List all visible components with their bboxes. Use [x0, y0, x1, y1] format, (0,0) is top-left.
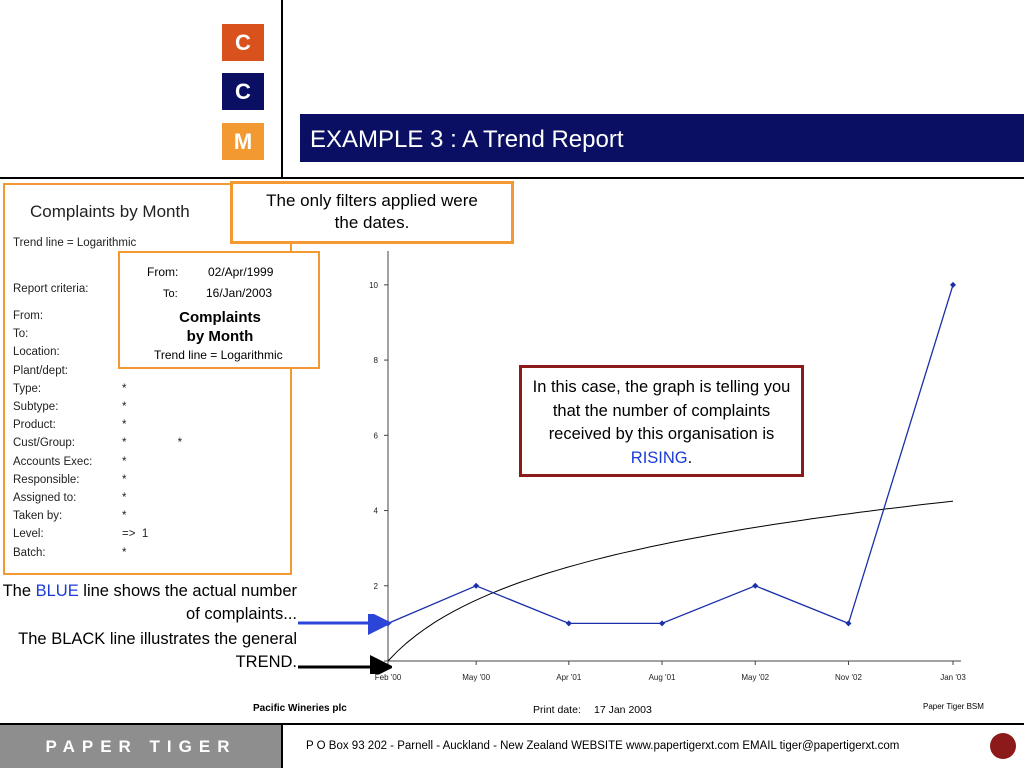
data-point	[950, 281, 956, 288]
data-point	[565, 620, 572, 627]
report-row-value: *	[122, 401, 127, 413]
blue-note-prefix: The	[2, 582, 36, 600]
rising-callout: In this case, the graph is telling you t…	[519, 365, 804, 477]
report-row-value: *	[122, 473, 127, 486]
report-row-label: Type:	[13, 382, 42, 395]
chart-brand: Paper Tiger BSM	[923, 702, 984, 711]
report-panel: Complaints by Month Trend line = Logarit…	[3, 183, 292, 575]
y-tick-label: 2	[374, 582, 379, 591]
rising-callout-suffix: .	[687, 448, 693, 467]
data-point	[752, 582, 759, 589]
x-tick-label: May '02	[741, 673, 769, 682]
report-row-value: *	[122, 455, 127, 468]
filters-callout-line2: the dates.	[334, 213, 410, 232]
filters-callout-line1: The only filters applied were	[266, 191, 478, 210]
x-tick-label: Nov '02	[835, 673, 862, 682]
data-point	[845, 620, 852, 627]
blue-note-suffix: line shows the actual number of complain…	[78, 582, 297, 623]
x-tick-label: Apr '01	[556, 673, 582, 682]
rising-callout-text: In this case, the graph is telling you t…	[532, 378, 791, 443]
header-divider-vertical	[281, 0, 283, 178]
blue-line-note: The BLUE line shows the actual number of…	[0, 580, 297, 626]
footer-contact: P O Box 93 202 - Parnell - Auckland - Ne…	[306, 740, 900, 752]
logo-letter-c-orange: C	[222, 24, 264, 61]
criteria-to-label: To:	[163, 288, 178, 300]
criteria-to-value: 16/Jan/2003	[206, 286, 273, 300]
black-line-note: The BLACK line illustrates the general T…	[18, 630, 297, 671]
report-row-value: *	[122, 382, 127, 395]
report-row-label: Batch:	[13, 546, 46, 559]
x-tick-label: Jan '03	[940, 673, 966, 682]
x-tick-label: Aug '01	[649, 673, 676, 682]
x-tick-label: Feb '00	[375, 673, 402, 682]
report-title: Complaints by Month	[30, 202, 190, 221]
report-row-value: *	[122, 492, 127, 504]
report-row-label: Plant/dept:	[13, 364, 68, 377]
criteria-box: From: 02/Apr/1999 To: 16/Jan/2003 Compla…	[118, 251, 320, 369]
report-row-label: Subtype:	[13, 401, 59, 413]
report-row-value: *	[122, 510, 127, 523]
rising-word: RISING	[630, 448, 688, 467]
report-row-value: *	[122, 546, 127, 559]
report-row-label: Location:	[13, 346, 60, 359]
report-row-label: Taken by:	[13, 510, 63, 523]
criteria-trend-line: Trend line = Logarithmic	[154, 348, 283, 362]
data-point	[659, 620, 666, 627]
logo-letter-c-navy: C	[222, 73, 264, 110]
footer-divider	[0, 723, 1024, 725]
y-tick-label: 6	[374, 431, 379, 440]
report-row-label: Responsible:	[13, 473, 80, 486]
criteria-heading-line2: by Month	[186, 328, 254, 345]
chart-company: Pacific Wineries plc	[253, 703, 347, 714]
y-tick-label: 4	[374, 507, 379, 516]
filters-callout: The only filters applied were the dates.	[230, 181, 514, 244]
footer-dot-icon	[990, 733, 1016, 759]
report-row-label: Accounts Exec:	[13, 455, 93, 468]
y-tick-label: 10	[369, 281, 378, 290]
header-divider	[0, 177, 1024, 179]
report-row-label: Product:	[13, 419, 56, 432]
report-row-label: Assigned to:	[13, 492, 77, 504]
trend-line	[387, 500, 954, 662]
chart-print-label: Print date:	[533, 704, 581, 716]
blue-word: BLUE	[35, 582, 79, 600]
report-row-label: From:	[13, 310, 44, 322]
report-row-value: *	[122, 419, 127, 432]
x-tick-label: May '00	[462, 673, 490, 682]
y-tick-label: 8	[374, 356, 379, 365]
report-row-value: * *	[122, 437, 183, 450]
title-bar: EXAMPLE 3 : A Trend Report	[300, 114, 1024, 162]
criteria-heading-line1: Complaints	[179, 309, 261, 326]
chart-print-date: 17 Jan 2003	[594, 704, 652, 716]
page-title: EXAMPLE 3 : A Trend Report	[310, 126, 624, 153]
note-arrows	[298, 614, 392, 674]
criteria-from-value: 02/Apr/1999	[208, 265, 274, 279]
footer-brand: PAPER TIGER	[0, 725, 282, 768]
report-row-label: Cust/Group:	[13, 437, 75, 450]
report-criteria-label: Report criteria:	[13, 283, 89, 295]
criteria-from-label: From:	[147, 265, 179, 279]
report-trend-line: Trend line = Logarithmic	[13, 237, 137, 249]
criteria-heading: Complaints by Month	[120, 308, 320, 346]
logo-letter-m-orange: M	[222, 123, 264, 160]
data-point	[473, 582, 480, 589]
report-row-label: To:	[13, 328, 29, 341]
footer-divider-vertical	[281, 723, 283, 768]
report-row-label: Level:	[13, 528, 44, 541]
report-row-value: => 1	[122, 528, 149, 541]
